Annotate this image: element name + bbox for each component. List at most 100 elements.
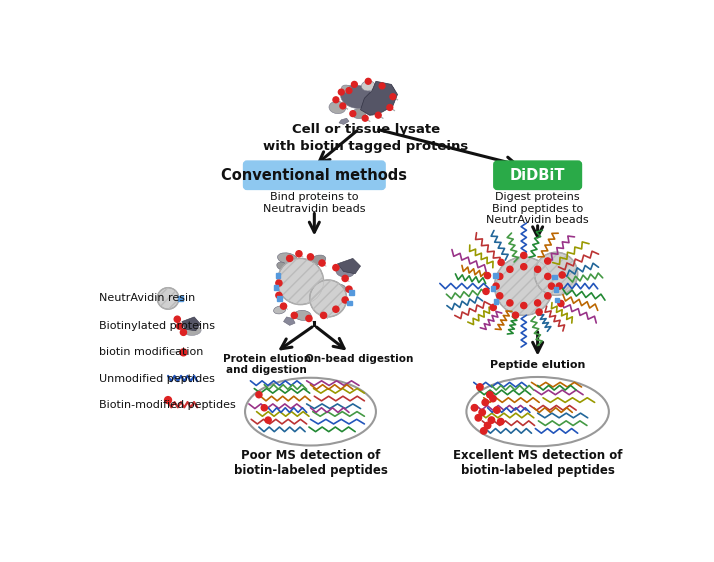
Ellipse shape (341, 85, 352, 93)
Circle shape (351, 81, 357, 87)
Bar (273, 285, 278, 290)
Text: NeutrAvidin resin: NeutrAvidin resin (99, 293, 195, 303)
Circle shape (319, 260, 325, 266)
Circle shape (340, 103, 346, 109)
FancyBboxPatch shape (244, 161, 385, 189)
Circle shape (333, 265, 339, 271)
Circle shape (495, 257, 553, 315)
Circle shape (333, 97, 339, 103)
Circle shape (558, 301, 564, 306)
Ellipse shape (336, 266, 354, 277)
Circle shape (488, 417, 495, 423)
Text: Digest proteins
Bind peptides to
NeutrAvidin beads: Digest proteins Bind peptides to NeutrAv… (486, 192, 589, 225)
Ellipse shape (277, 262, 287, 270)
Text: Biotinylated proteins: Biotinylated proteins (99, 321, 215, 331)
Circle shape (475, 415, 481, 421)
Circle shape (559, 272, 565, 278)
Circle shape (342, 275, 348, 282)
Circle shape (490, 395, 496, 402)
Circle shape (310, 280, 347, 317)
Ellipse shape (373, 84, 394, 100)
Bar (494, 299, 498, 304)
Text: Poor MS detection of
biotin-labeled peptides: Poor MS detection of biotin-labeled pept… (233, 450, 388, 477)
Circle shape (362, 115, 368, 121)
Circle shape (286, 255, 293, 261)
Circle shape (497, 293, 503, 299)
Circle shape (487, 392, 493, 398)
Circle shape (498, 259, 504, 265)
Circle shape (276, 292, 282, 298)
Bar (555, 298, 559, 302)
Bar (554, 287, 558, 292)
Ellipse shape (366, 106, 378, 115)
Circle shape (482, 399, 488, 406)
Circle shape (507, 300, 513, 306)
Circle shape (477, 384, 483, 390)
Circle shape (535, 266, 540, 273)
Text: Excellent MS detection of
biotin-labeled peptides: Excellent MS detection of biotin-labeled… (453, 450, 623, 477)
Ellipse shape (466, 377, 609, 446)
Text: Biotin-modified peptides: Biotin-modified peptides (99, 400, 236, 410)
Circle shape (481, 428, 487, 434)
Polygon shape (283, 317, 295, 325)
Circle shape (265, 417, 271, 423)
Bar (348, 301, 352, 305)
Circle shape (491, 305, 496, 311)
Circle shape (513, 312, 518, 318)
Ellipse shape (322, 301, 337, 311)
Text: Cell or tissue lysate
with biotin tagged proteins: Cell or tissue lysate with biotin tagged… (263, 123, 468, 153)
Text: Protein elution
and digestion: Protein elution and digestion (223, 354, 311, 375)
Ellipse shape (361, 81, 375, 91)
Text: biotin modification: biotin modification (99, 347, 203, 357)
Circle shape (545, 273, 551, 279)
Circle shape (536, 309, 542, 315)
Text: On-bead digestion: On-bead digestion (305, 354, 413, 364)
Text: Unmodified peptides: Unmodified peptides (99, 374, 215, 383)
Circle shape (535, 252, 578, 296)
Circle shape (545, 293, 551, 299)
Circle shape (291, 312, 298, 319)
Bar (552, 275, 557, 279)
Circle shape (521, 302, 527, 309)
Circle shape (306, 315, 312, 321)
Circle shape (545, 258, 550, 264)
Circle shape (471, 405, 478, 411)
Circle shape (366, 78, 371, 84)
Circle shape (484, 273, 491, 279)
Circle shape (521, 264, 527, 270)
Circle shape (277, 259, 323, 305)
Bar (493, 273, 498, 278)
Bar (491, 286, 496, 291)
Circle shape (281, 303, 286, 309)
Ellipse shape (329, 284, 346, 294)
Bar (276, 273, 281, 278)
Text: Bind proteins to
Neutravidin beads: Bind proteins to Neutravidin beads (263, 192, 366, 214)
Circle shape (333, 306, 339, 312)
Circle shape (180, 349, 187, 356)
Polygon shape (182, 317, 201, 331)
Circle shape (379, 83, 385, 89)
Polygon shape (361, 81, 398, 115)
Circle shape (308, 254, 313, 260)
Circle shape (493, 407, 500, 413)
Ellipse shape (184, 326, 201, 336)
Ellipse shape (273, 306, 286, 314)
Circle shape (350, 111, 356, 116)
FancyBboxPatch shape (494, 161, 581, 189)
Circle shape (164, 397, 171, 404)
Circle shape (276, 280, 282, 286)
Circle shape (483, 288, 489, 294)
Circle shape (376, 112, 381, 118)
Ellipse shape (294, 310, 311, 320)
Circle shape (256, 392, 262, 398)
Ellipse shape (341, 85, 373, 108)
Text: Peptide elution: Peptide elution (490, 360, 585, 370)
Circle shape (338, 89, 344, 95)
Ellipse shape (352, 108, 366, 119)
Bar (178, 296, 183, 301)
Circle shape (497, 273, 503, 279)
Circle shape (479, 409, 486, 416)
Circle shape (387, 105, 393, 110)
Circle shape (174, 316, 181, 323)
Circle shape (342, 297, 348, 303)
